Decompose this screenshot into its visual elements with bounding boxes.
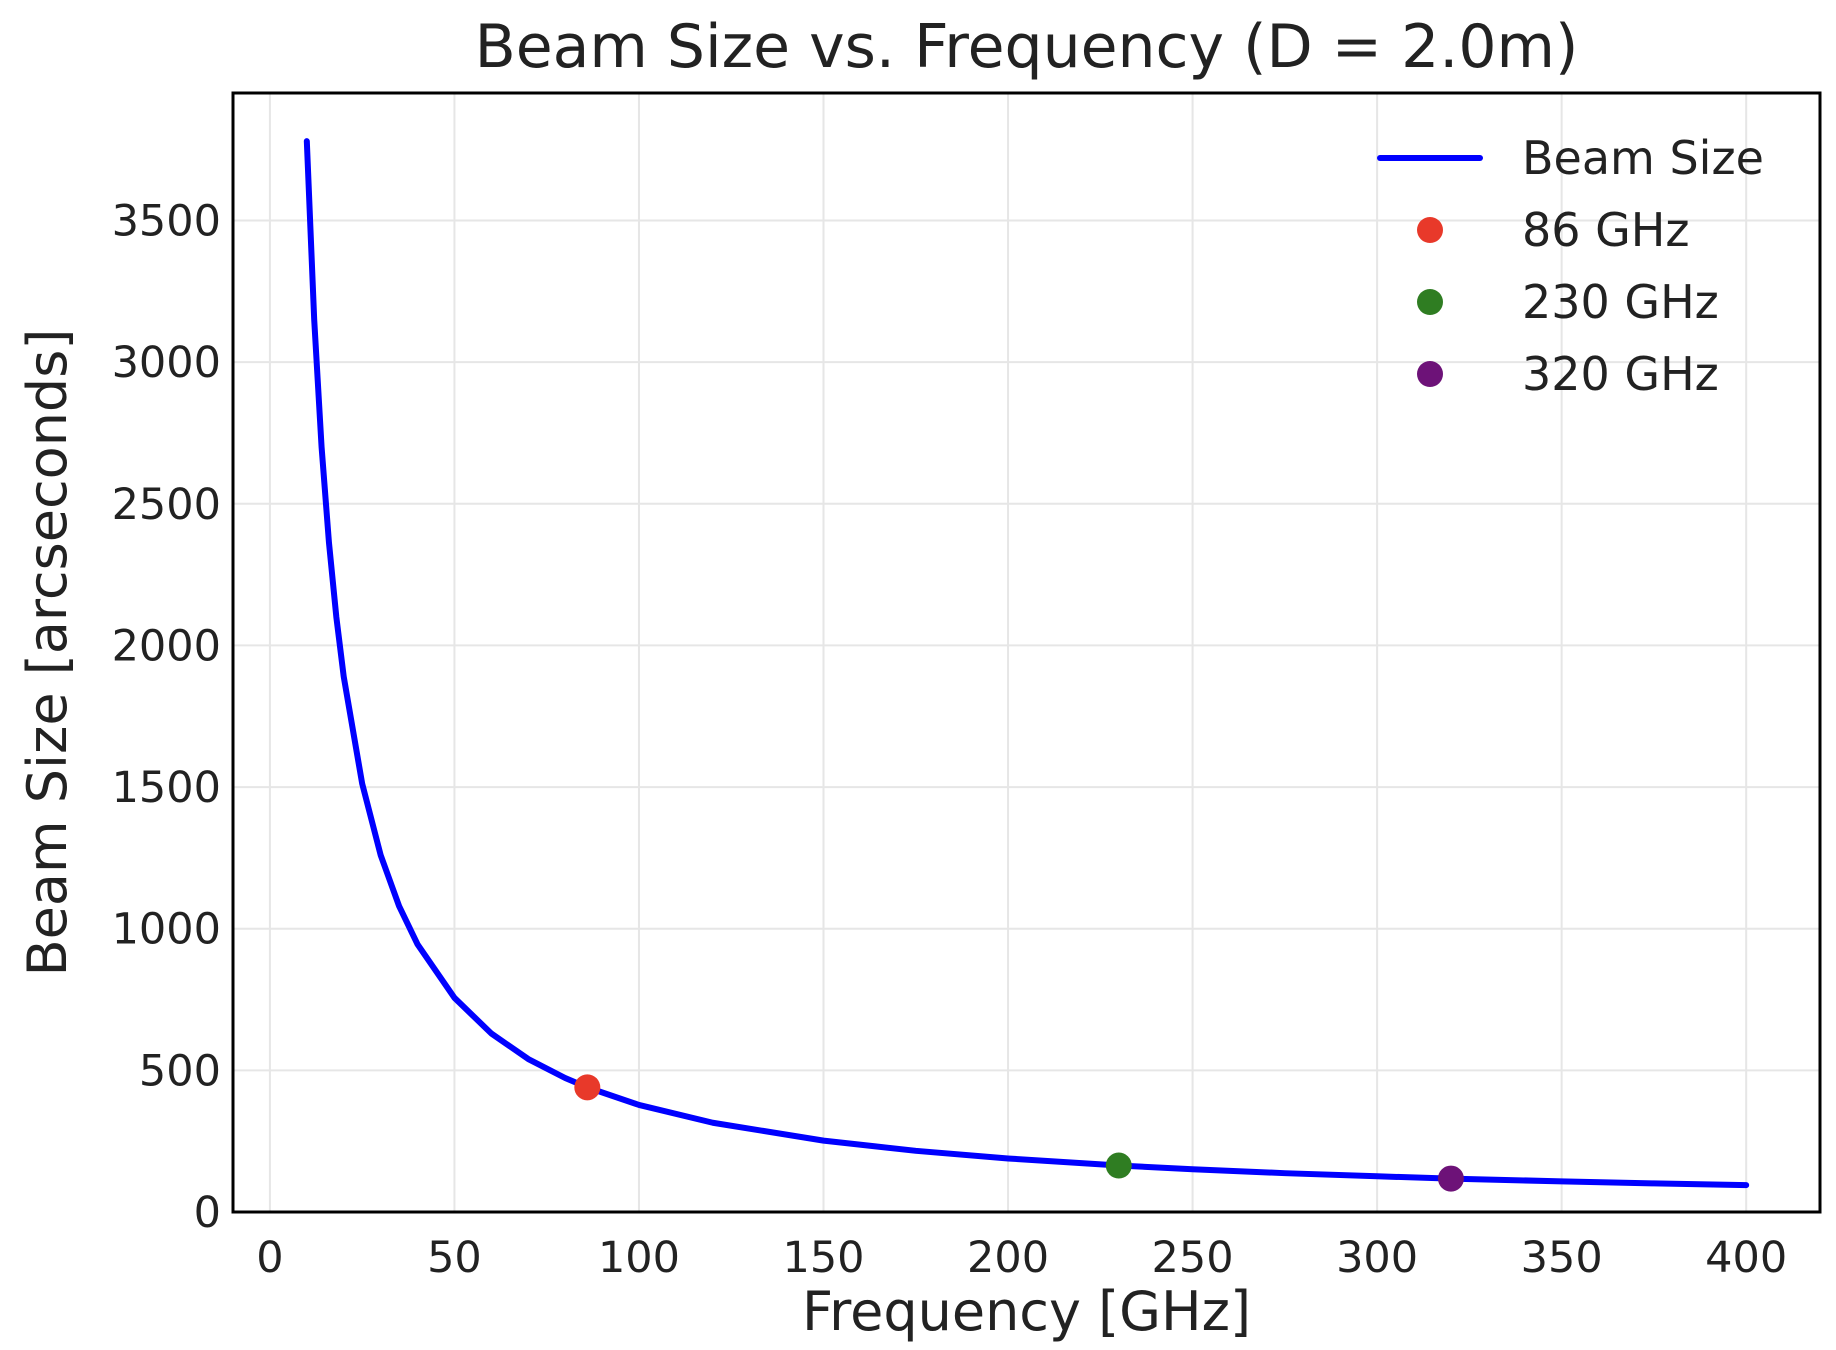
x-tick-label: 250: [1152, 1233, 1234, 1283]
legend-label: Beam Size: [1522, 131, 1764, 185]
point-320-ghz: [1437, 1165, 1464, 1192]
legend: Beam Size 86 GHz 230 GHz 320 GHz: [1377, 131, 1764, 401]
x-tick-label: 400: [1705, 1233, 1787, 1283]
x-tick-label: 200: [967, 1233, 1049, 1283]
legend-label: 86 GHz: [1522, 203, 1690, 257]
legend-marker-swatch: [1417, 361, 1443, 387]
plot-frame: [231, 91, 1822, 1214]
chart-title: Beam Size vs. Frequency (D = 2.0m): [475, 12, 1579, 82]
y-tick-label: 0: [194, 1188, 221, 1238]
y-tick-label: 2500: [112, 480, 221, 530]
point-86-ghz: [574, 1074, 601, 1101]
y-tick-label: 3500: [112, 196, 221, 246]
x-tick-label: 350: [1521, 1233, 1603, 1283]
axis-ticks: 0 50 100 150 200 250 300 350 400 0 500 1000 1500 2000…: [112, 196, 1788, 1283]
y-tick-label: 500: [139, 1046, 221, 1096]
legend-label: 320 GHz: [1522, 347, 1719, 401]
point-230-ghz: [1105, 1152, 1132, 1179]
x-tick-label: 50: [427, 1233, 482, 1283]
grid: [233, 93, 1820, 1213]
y-tick-label: 3000: [112, 338, 221, 388]
y-tick-label: 1500: [112, 763, 221, 813]
plot-area: [303, 138, 1750, 1192]
y-axis-title: Beam Size [arcseconds]: [16, 329, 79, 977]
x-axis-title: Frequency [GHz]: [802, 1280, 1251, 1343]
legend-label: 230 GHz: [1522, 275, 1719, 329]
legend-marker-swatch: [1417, 289, 1443, 315]
y-tick-label: 2000: [112, 621, 221, 671]
x-tick-label: 100: [598, 1233, 680, 1283]
x-tick-label: 300: [1336, 1233, 1418, 1283]
legend-marker-swatch: [1417, 217, 1443, 243]
x-tick-label: 150: [782, 1233, 864, 1283]
x-tick-label: 0: [256, 1233, 283, 1283]
y-tick-label: 1000: [112, 905, 221, 955]
